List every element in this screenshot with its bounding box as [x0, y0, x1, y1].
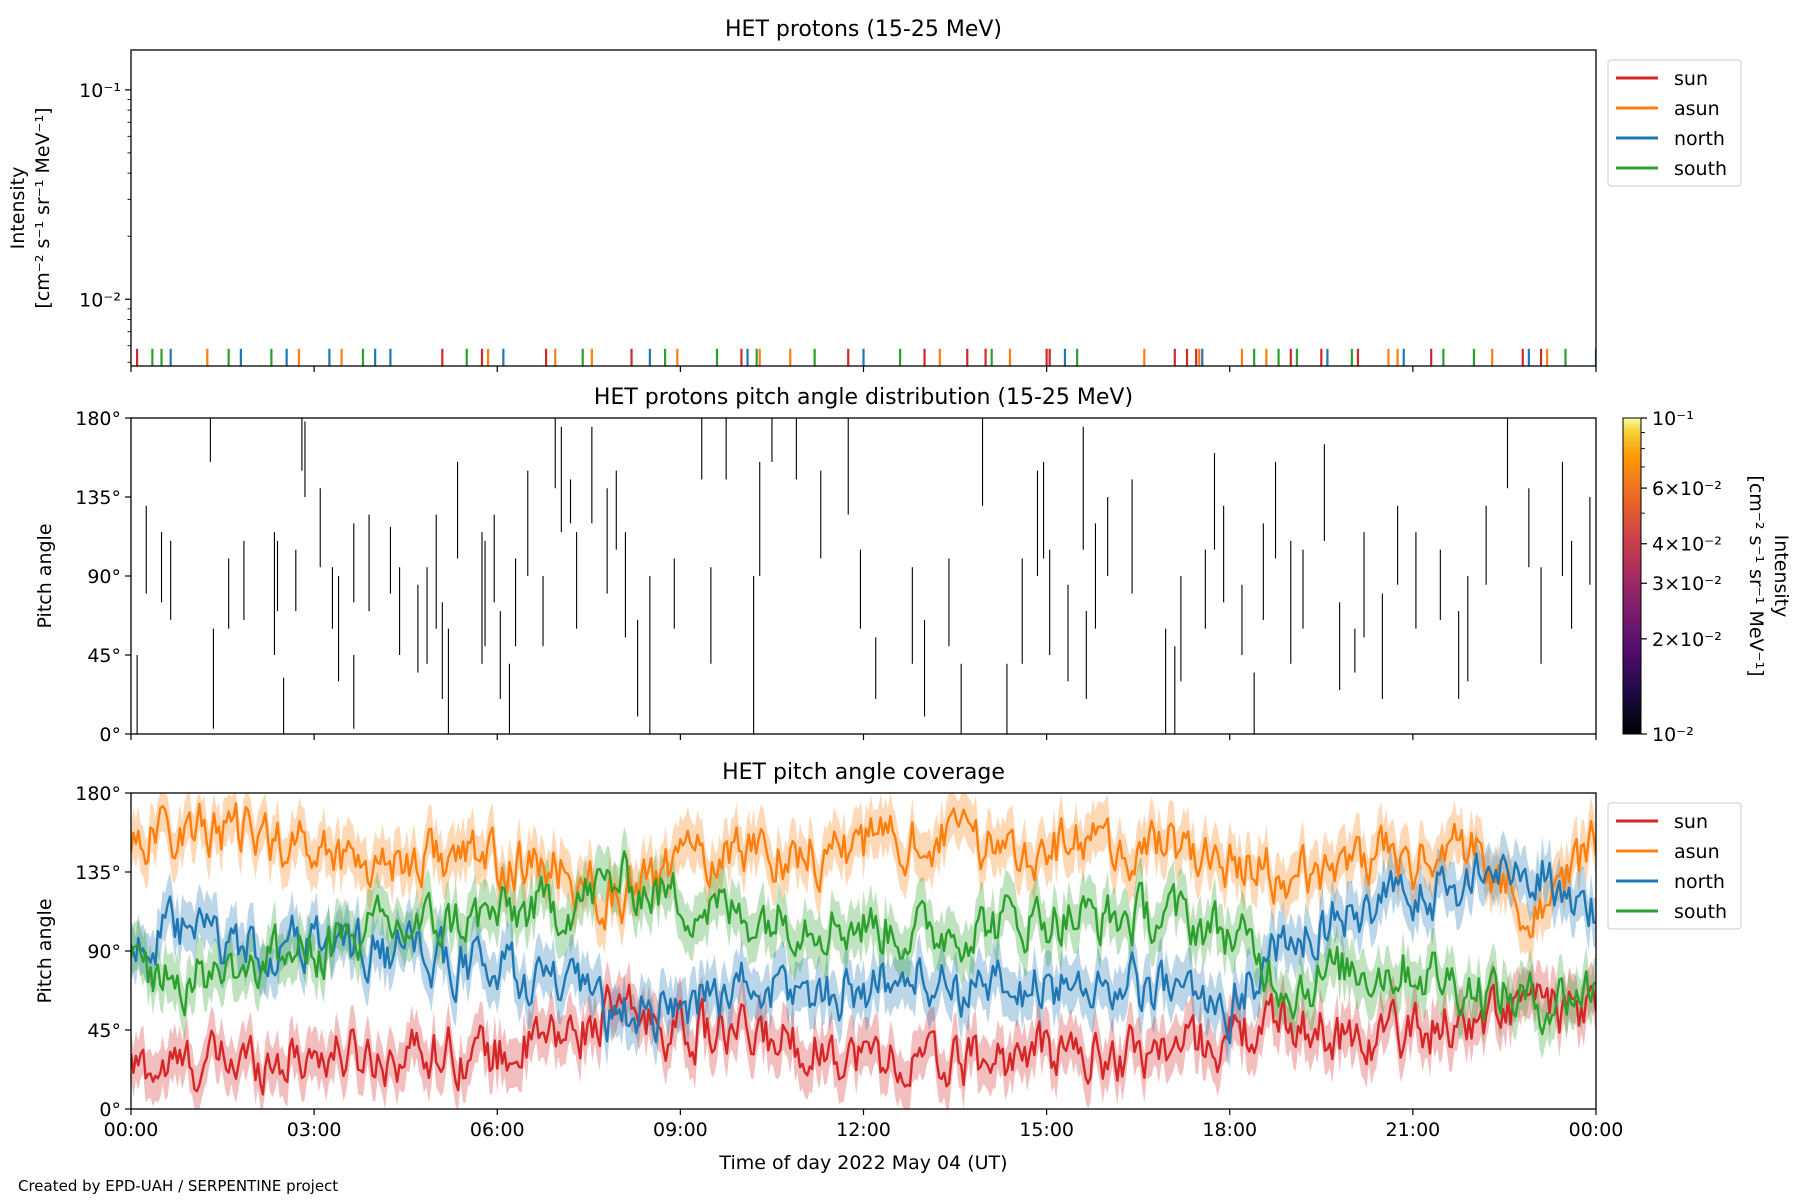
y-tick-label: 10⁻²	[79, 289, 121, 311]
panel1-ylabel-line1: Intensity	[7, 167, 29, 250]
colorbar-ticks: 10⁻¹ 6×10⁻² 4×10⁻² 3×10⁻² 2×10⁻² 10⁻²	[1641, 408, 1722, 746]
y-tick-label: 135°	[75, 487, 121, 509]
y-tick-label: 10⁻¹	[79, 80, 121, 102]
legend-label-sun: sun	[1674, 68, 1708, 90]
band-north	[131, 829, 1596, 1068]
panel3-title: HET pitch angle coverage	[722, 760, 1005, 785]
x-tick-label: 18:00	[1202, 1119, 1257, 1141]
line-asun	[131, 802, 1596, 939]
colorbar-tick-label: 6×10⁻²	[1652, 478, 1722, 500]
panel1-ylabel: Intensity [cm⁻² s⁻¹ sr⁻¹ MeV⁻¹]	[7, 107, 54, 308]
line-sun	[131, 982, 1596, 1096]
panel-pad: HET protons pitch angle distribution (15…	[34, 385, 1792, 746]
credit-text: Created by EPD-UAH / SERPENTINE project	[18, 1177, 338, 1195]
panel2-axis-ticks: 0° 45° 90° 135° 180°	[75, 408, 1597, 746]
colorbar-tick-label: 4×10⁻²	[1652, 534, 1722, 556]
y-tick-label: 180°	[75, 408, 121, 430]
panel1-legend: sun asun north south	[1607, 59, 1742, 187]
line-north	[131, 852, 1596, 1045]
panel1-axis-ticks: 10⁻¹ 10⁻²	[79, 80, 1597, 372]
panel1-series	[136, 348, 1596, 366]
legend-label-asun: asun	[1674, 98, 1720, 120]
colorbar-gradient	[1622, 417, 1642, 735]
panel3-frame	[130, 792, 1597, 1110]
panel-intensity: HET protons (15-25 MeV) Intensity [cm⁻² …	[7, 17, 1742, 372]
x-tick-label: 00:00	[1569, 1119, 1624, 1141]
x-tick-label: 06:00	[470, 1119, 525, 1141]
x-tick-label: 21:00	[1385, 1119, 1440, 1141]
x-tick-label: 12:00	[836, 1119, 891, 1141]
panel2-frame	[130, 417, 1597, 735]
legend-label-south: south	[1674, 901, 1727, 923]
x-tick-label: 00:00	[104, 1119, 159, 1141]
legend-label-north: north	[1674, 871, 1725, 893]
x-tick-label: 03:00	[287, 1119, 342, 1141]
panel1-title: HET protons (15-25 MeV)	[725, 17, 1002, 42]
x-tick-label: 15:00	[1019, 1119, 1074, 1141]
y-tick-label: 90°	[87, 566, 121, 588]
y-tick-label: 180°	[75, 783, 121, 805]
panel3-series	[131, 793, 1596, 1109]
colorbar-tick-label: 10⁻¹	[1652, 408, 1694, 430]
legend-box	[1607, 59, 1742, 187]
panel1-frame	[130, 49, 1597, 367]
band-sun	[131, 959, 1596, 1109]
legend-label-asun: asun	[1674, 841, 1720, 863]
legend-box	[1607, 802, 1742, 930]
colorbar-tick-label: 3×10⁻²	[1652, 573, 1722, 595]
panel1-ylabel-line2: [cm⁻² s⁻¹ sr⁻¹ MeV⁻¹]	[32, 107, 54, 308]
panel3-axis-ticks: 0° 45° 90° 135° 180° 00:00 03:00 06:00 09:00 12:0…	[75, 783, 1623, 1141]
panel3-ylabel: Pitch angle	[34, 898, 56, 1003]
panel3-legend: sun asun north south	[1607, 802, 1742, 930]
y-tick-label: 45°	[87, 645, 121, 667]
panel-coverage: HET pitch angle coverage Pitch angle 0° 4…	[34, 760, 1742, 1141]
panel2-ylabel: Pitch angle	[34, 523, 56, 628]
band-asun	[131, 793, 1596, 962]
legend-label-south: south	[1674, 158, 1727, 180]
colorbar-tick-label: 10⁻²	[1652, 724, 1694, 746]
panel2-title: HET protons pitch angle distribution (15…	[594, 385, 1133, 410]
y-tick-label: 135°	[75, 862, 121, 884]
colorbar-label-line2: [cm⁻² s⁻¹ sr⁻¹ MeV⁻¹]	[1745, 475, 1767, 676]
colorbar-label-line1: Intensity	[1770, 535, 1792, 618]
colorbar-tick-label: 2×10⁻²	[1652, 629, 1722, 651]
y-tick-label: 0°	[99, 724, 121, 746]
y-tick-label: 0°	[99, 1099, 121, 1121]
legend-label-sun: sun	[1674, 811, 1708, 833]
y-tick-label: 45°	[87, 1020, 121, 1042]
colorbar: 10⁻¹ 6×10⁻² 4×10⁻² 3×10⁻² 2×10⁻² 10⁻² Intensi…	[1622, 408, 1792, 746]
legend-label-north: north	[1674, 128, 1725, 150]
x-axis-label: Time of day 2022 May 04 (UT)	[718, 1152, 1007, 1174]
line-south	[131, 850, 1596, 1036]
y-tick-label: 90°	[87, 941, 121, 963]
panel2-heatmap	[136, 418, 1591, 734]
x-tick-label: 09:00	[653, 1119, 708, 1141]
